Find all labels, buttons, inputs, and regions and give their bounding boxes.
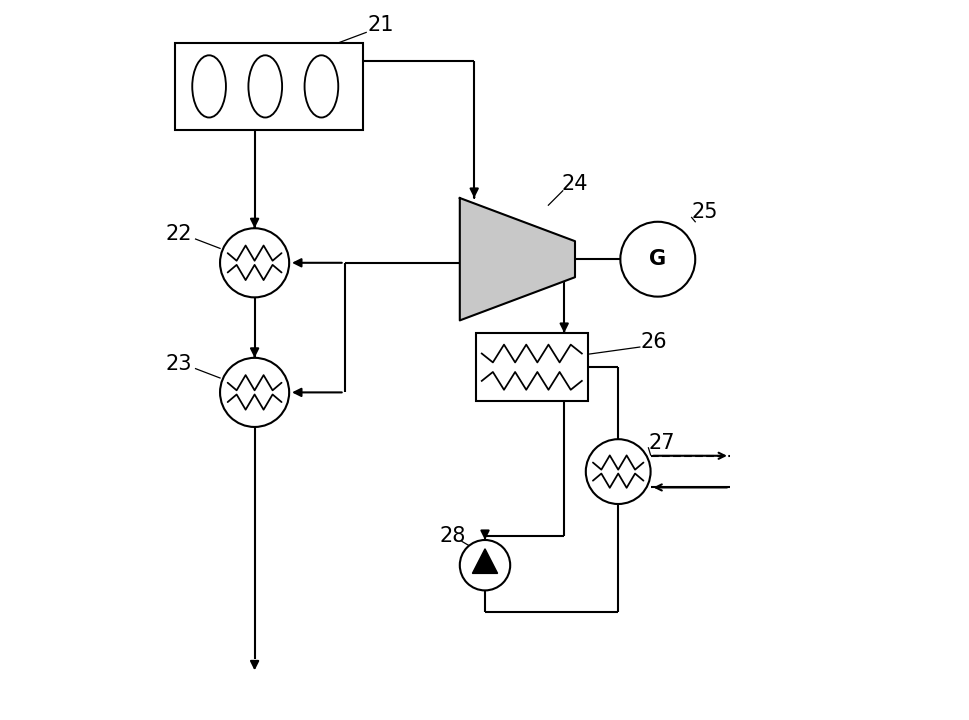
Bar <box>175 43 362 130</box>
Circle shape <box>220 358 289 427</box>
Bar <box>476 333 587 401</box>
Text: G: G <box>648 249 666 269</box>
Text: 27: 27 <box>647 433 674 453</box>
Circle shape <box>585 439 650 504</box>
Polygon shape <box>459 198 575 320</box>
Text: 23: 23 <box>166 354 192 374</box>
Circle shape <box>459 540 510 590</box>
Polygon shape <box>472 549 497 573</box>
Circle shape <box>620 222 695 297</box>
Text: 28: 28 <box>439 526 465 546</box>
Text: 22: 22 <box>166 224 192 244</box>
Text: 24: 24 <box>561 174 587 194</box>
Text: 21: 21 <box>367 15 393 35</box>
Text: 25: 25 <box>691 202 717 222</box>
Circle shape <box>220 228 289 297</box>
Text: 26: 26 <box>641 332 667 352</box>
